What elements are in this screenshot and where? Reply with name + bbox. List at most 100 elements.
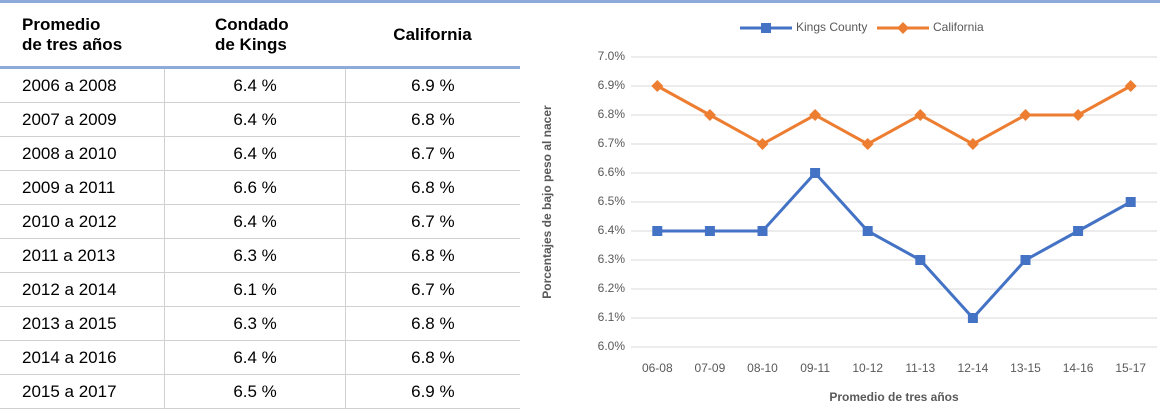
data-point bbox=[967, 313, 978, 323]
table-row: 2014 a 2016 6.4 % 6.8 % bbox=[0, 341, 520, 375]
table-row: 2006 a 2008 6.4 % 6.9 % bbox=[0, 69, 520, 103]
table-cell: 6.1 % bbox=[164, 273, 344, 306]
table-cell: 6.4 % bbox=[164, 205, 344, 238]
data-point bbox=[703, 109, 716, 121]
y-tick-label: 6.4% bbox=[598, 223, 626, 237]
data-point bbox=[1073, 226, 1084, 236]
table-cell: 6.3 % bbox=[164, 307, 344, 340]
table-cell: 6.7 % bbox=[344, 273, 520, 306]
data-point bbox=[1124, 80, 1137, 92]
y-tick-label: 6.2% bbox=[598, 281, 626, 295]
table-row: 2011 a 2013 6.3 % 6.8 % bbox=[0, 239, 520, 273]
table-row: 2009 a 2011 6.6 % 6.8 % bbox=[0, 171, 520, 205]
table-cell: 6.9 % bbox=[344, 69, 520, 102]
data-point bbox=[861, 138, 874, 150]
y-tick-label: 6.1% bbox=[598, 310, 626, 324]
table-row: 2015 a 2017 6.5 % 6.9 % bbox=[0, 375, 520, 409]
x-tick-label: 12-14 bbox=[958, 361, 989, 375]
data-point bbox=[914, 109, 927, 121]
header-text: California bbox=[393, 24, 472, 44]
y-tick-label: 7.0% bbox=[598, 49, 626, 63]
header-text: Condado bbox=[215, 14, 289, 34]
legend-label: Kings County bbox=[796, 20, 867, 34]
x-tick-label: 08-10 bbox=[747, 361, 778, 375]
table-cell: 6.8 % bbox=[344, 239, 520, 272]
y-tick-label: 6.9% bbox=[598, 78, 626, 92]
table-cell: 2007 a 2009 bbox=[22, 109, 117, 129]
data-point bbox=[704, 226, 715, 236]
table-cell: 6.8 % bbox=[344, 103, 520, 136]
table-row: 2010 a 2012 6.4 % 6.7 % bbox=[0, 205, 520, 239]
table-cell: 6.4 % bbox=[164, 103, 344, 136]
table-cell: 2010 a 2012 bbox=[22, 211, 117, 231]
data-point bbox=[1072, 109, 1085, 121]
table-cell: 6.4 % bbox=[164, 341, 344, 374]
x-tick-label: 09-11 bbox=[800, 361, 830, 375]
data-point bbox=[862, 226, 873, 236]
y-tick-label: 6.3% bbox=[598, 252, 626, 266]
data-table: Promedio de tres años Condado de Kings Calif… bbox=[0, 0, 520, 409]
table-row: 2012 a 2014 6.1 % 6.7 % bbox=[0, 273, 520, 307]
table-cell: 2011 a 2013 bbox=[22, 245, 116, 265]
y-tick-label: 6.6% bbox=[598, 165, 626, 179]
table-cell: 2014 a 2016 bbox=[22, 347, 117, 367]
header-row: Promedio de tres años Condado de Kings Calif… bbox=[0, 3, 520, 69]
data-point bbox=[810, 168, 821, 178]
data-point bbox=[966, 138, 979, 150]
table-row: 2008 a 2010 6.4 % 6.7 % bbox=[0, 137, 520, 171]
x-tick-label: 11-13 bbox=[905, 361, 935, 375]
data-point bbox=[915, 255, 926, 265]
y-tick-label: 6.8% bbox=[598, 107, 626, 121]
data-point bbox=[1125, 197, 1136, 207]
table-cell: 6.7 % bbox=[344, 205, 520, 238]
header-text: de tres años bbox=[22, 34, 123, 54]
table-cell: 2008 a 2010 bbox=[22, 143, 117, 163]
x-tick-label: 15-17 bbox=[1115, 361, 1146, 375]
y-tick-label: 6.0% bbox=[598, 339, 626, 353]
x-tick-label: 06-08 bbox=[642, 361, 673, 375]
legend-marker bbox=[897, 22, 909, 34]
table-cell: 6.6 % bbox=[164, 171, 344, 204]
table-cell: 2013 a 2015 bbox=[22, 313, 117, 333]
data-point bbox=[652, 226, 663, 236]
table-row: 2007 a 2009 6.4 % 6.8 % bbox=[0, 103, 520, 137]
legend-marker bbox=[761, 23, 771, 33]
table-cell: 6.9 % bbox=[344, 375, 520, 408]
table-cell: 2012 a 2014 bbox=[22, 279, 117, 299]
x-tick-label: 07-09 bbox=[695, 361, 726, 375]
x-axis-title: Promedio de tres años bbox=[829, 390, 959, 404]
data-point bbox=[756, 138, 769, 150]
legend-label: California bbox=[933, 20, 984, 34]
data-point bbox=[651, 80, 664, 92]
header-text: de Kings bbox=[215, 34, 287, 54]
table-cell: 6.4 % bbox=[164, 137, 344, 170]
header-cell: California bbox=[345, 3, 520, 66]
table-cell: 6.4 % bbox=[164, 69, 344, 102]
data-point bbox=[757, 226, 768, 236]
table-cell: 6.8 % bbox=[344, 341, 520, 374]
x-tick-label: 10-12 bbox=[852, 361, 883, 375]
table-cell: 6.8 % bbox=[344, 171, 520, 204]
table-cell: 6.8 % bbox=[344, 307, 520, 340]
y-tick-label: 6.7% bbox=[598, 136, 626, 150]
table-row: 2013 a 2015 6.3 % 6.8 % bbox=[0, 307, 520, 341]
header-cell: Promedio de tres años bbox=[0, 3, 165, 66]
data-point bbox=[809, 109, 822, 121]
y-tick-label: 6.5% bbox=[598, 194, 626, 208]
header-cell: Condado de Kings bbox=[165, 3, 345, 66]
data-point bbox=[1020, 255, 1031, 265]
table-cell: 6.5 % bbox=[164, 375, 344, 408]
y-axis-title: Porcentajes de bajo peso al nacer bbox=[540, 105, 554, 299]
data-point bbox=[1019, 109, 1032, 121]
table-cell: 2009 a 2011 bbox=[22, 177, 116, 197]
table-cell: 6.7 % bbox=[344, 137, 520, 170]
x-tick-label: 13-15 bbox=[1010, 361, 1041, 375]
table-cell: 6.3 % bbox=[164, 239, 344, 272]
table-cell: 2006 a 2008 bbox=[22, 75, 117, 95]
header-text: Promedio bbox=[22, 14, 101, 34]
chart: Promedio de tres años Porcentajes de baj… bbox=[520, 0, 1160, 404]
series-line bbox=[657, 170, 1132, 321]
series-line bbox=[656, 84, 1132, 146]
x-tick-label: 14-16 bbox=[1063, 361, 1094, 375]
